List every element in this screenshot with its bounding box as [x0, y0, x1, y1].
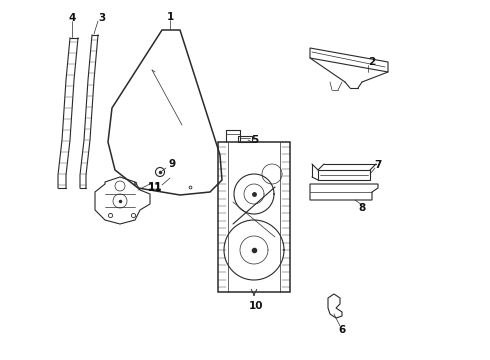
Text: 8: 8: [358, 203, 366, 213]
Text: 5: 5: [251, 135, 259, 145]
Text: 3: 3: [98, 13, 106, 23]
Text: 7: 7: [374, 160, 382, 170]
Text: 2: 2: [368, 57, 376, 67]
Text: 6: 6: [339, 325, 345, 335]
Text: 9: 9: [169, 159, 175, 169]
Text: 10: 10: [249, 301, 263, 311]
Text: 11: 11: [148, 183, 162, 193]
Text: 1: 1: [167, 12, 173, 22]
Text: 4: 4: [68, 13, 75, 23]
Text: 11: 11: [148, 182, 162, 192]
